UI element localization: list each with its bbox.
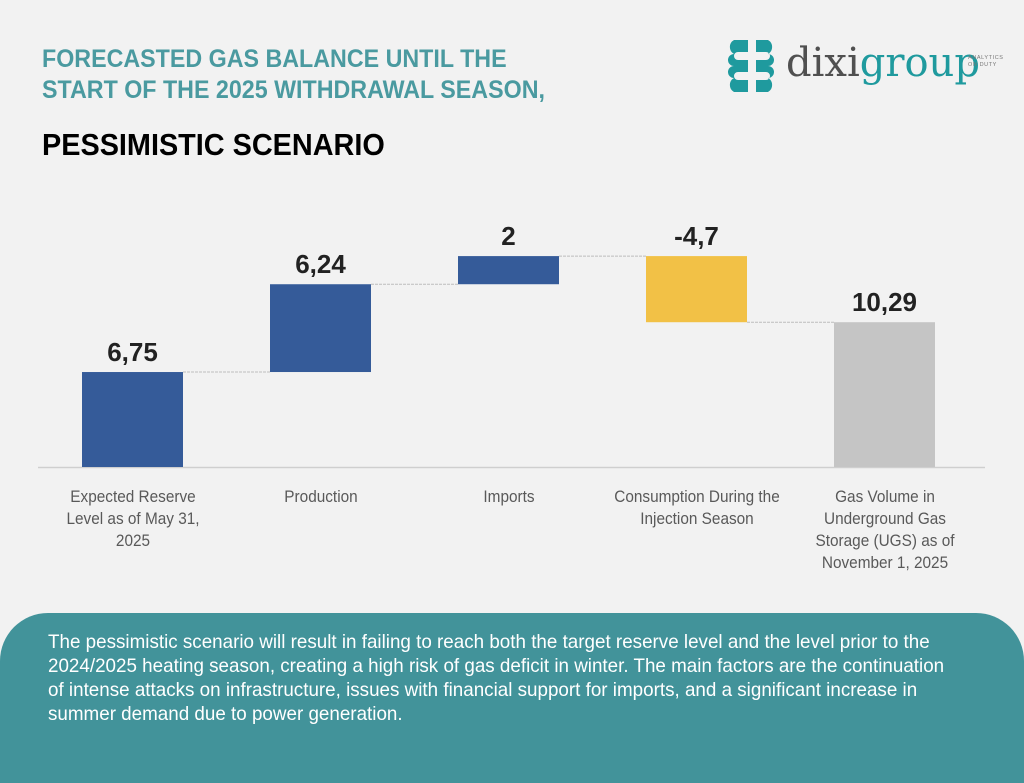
data-label-1: 6,75: [107, 337, 158, 367]
title-line-2: START OF THE 2025 WITHDRAWAL SEASON,: [42, 76, 545, 104]
bar-2: [270, 284, 371, 373]
waterfall-chart: 6,75 6,24 2 -4,7 10,29: [38, 221, 985, 469]
summary-text: The pessimistic scenario will result in …: [48, 631, 945, 725]
dixigroup-brain-icon: [728, 40, 774, 92]
bar-1: [82, 372, 183, 467]
category-label-3: Imports: [482, 488, 535, 506]
logo-wordmark-dixi: dixi: [786, 40, 860, 86]
chart-title: FORECASTED GAS BALANCE UNTIL THE START O…: [42, 44, 545, 106]
category-label-5: Gas Volume in Underground Gas Storage (U…: [814, 488, 955, 572]
dixigroup-logo: dixigroup ANALYTICS ON DUTY: [722, 36, 1012, 96]
category-label-4: Consumption During the Injection Season: [613, 488, 780, 528]
logo-tagline-line-2: ON DUTY: [968, 62, 997, 68]
summary-panel: [0, 613, 1024, 783]
logo-tagline-line-1: ANALYTICS: [968, 55, 1004, 61]
bar-4: [646, 256, 747, 323]
bar-5: [834, 322, 935, 467]
logo-tagline: ANALYTICS ON DUTY: [968, 55, 1004, 69]
chart-subtitle: PESSIMISTIC SCENARIO: [42, 127, 385, 162]
bar-3: [458, 256, 559, 285]
data-label-3: 2: [501, 221, 515, 251]
logo-wordmark: dixigroup: [786, 38, 980, 88]
data-label-5: 10,29: [852, 287, 917, 317]
category-label-2: Production: [283, 488, 358, 506]
data-label-4: -4,7: [674, 221, 719, 251]
category-label-1: Expected Reserve Level as of May 31, 202…: [65, 488, 200, 550]
data-label-2: 6,24: [295, 249, 346, 279]
title-line-1: FORECASTED GAS BALANCE UNTIL THE: [42, 45, 507, 73]
logo-wordmark-group: group: [859, 40, 980, 86]
